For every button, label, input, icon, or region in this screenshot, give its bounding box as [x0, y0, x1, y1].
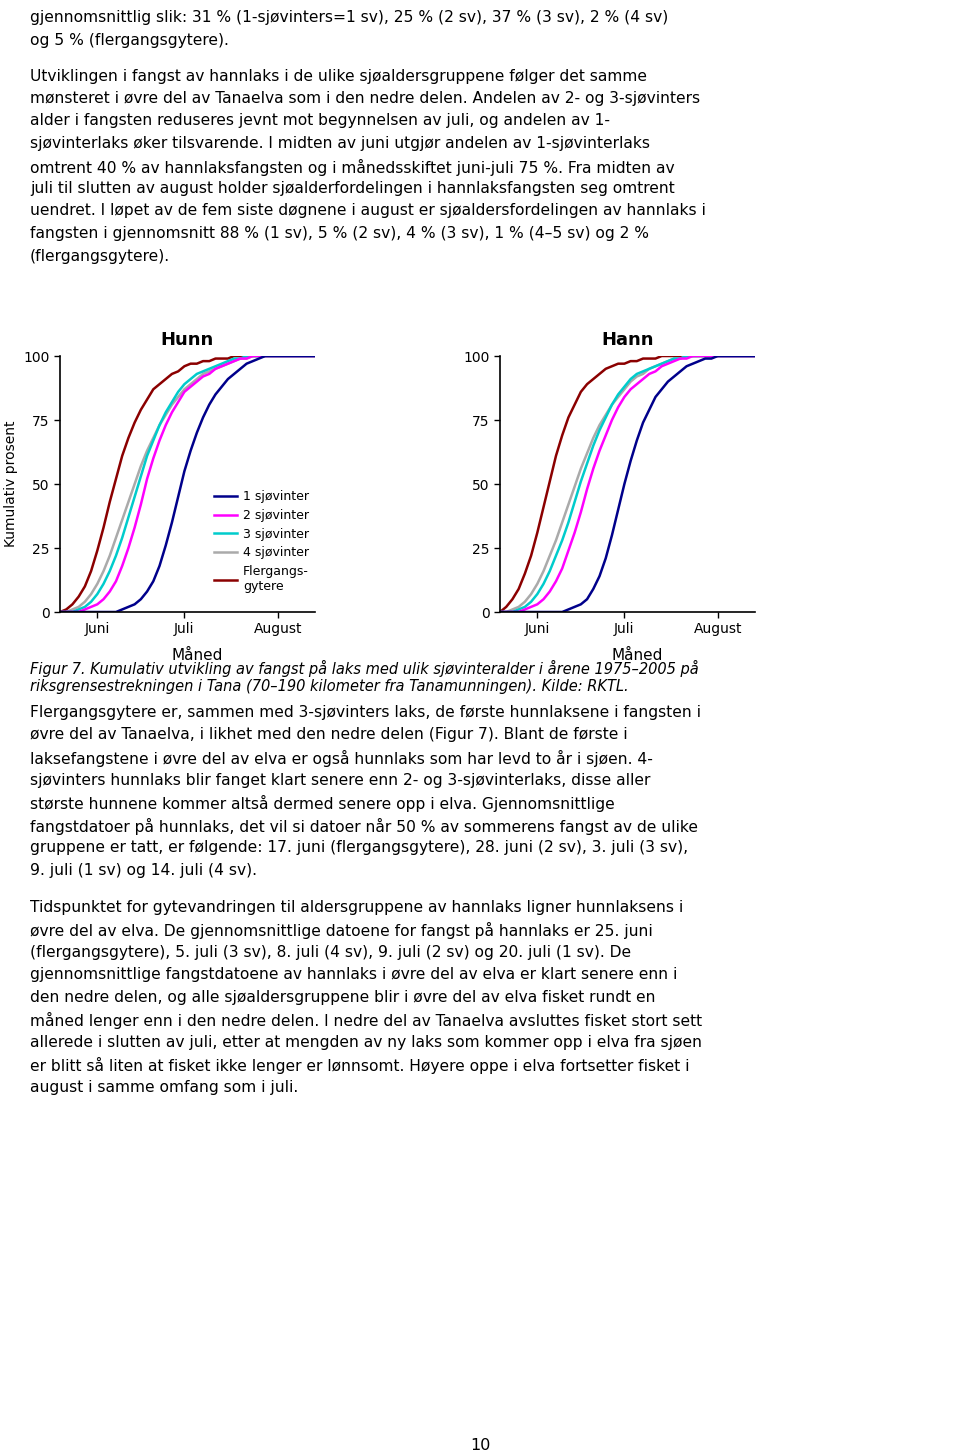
- Text: gjennomsnittlige fangstdatoene av hannlaks i øvre del av elva er klart senere en: gjennomsnittlige fangstdatoene av hannla…: [30, 968, 678, 982]
- Text: riksgrensestrekningen i Tana (70–190 kilometer fra Tanamunningen). Kilde: RKTL.: riksgrensestrekningen i Tana (70–190 kil…: [30, 679, 629, 694]
- Text: (flergangsgytere).: (flergangsgytere).: [30, 248, 170, 264]
- Text: Tidspunktet for gytevandringen til aldersgruppene av hannlaks ligner hunnlaksens: Tidspunktet for gytevandringen til alder…: [30, 900, 684, 914]
- Text: og 5 % (flergangsgytere).: og 5 % (flergangsgytere).: [30, 32, 228, 48]
- Text: allerede i slutten av juli, etter at mengden av ny laks som kommer opp i elva fr: allerede i slutten av juli, etter at men…: [30, 1035, 702, 1049]
- Text: juli til slutten av august holder sjøalderfordelingen i hannlaksfangsten seg omt: juli til slutten av august holder sjøald…: [30, 181, 675, 196]
- Text: er blitt så liten at fisket ikke lenger er lønnsomt. Høyere oppe i elva fortsett: er blitt så liten at fisket ikke lenger …: [30, 1058, 689, 1074]
- Text: Utviklingen i fangst av hannlaks i de ulike sjøaldersgruppene følger det samme: Utviklingen i fangst av hannlaks i de ul…: [30, 68, 647, 84]
- Text: laksefangstene i øvre del av elva er også hunnlaks som har levd to år i sjøen. 4: laksefangstene i øvre del av elva er ogs…: [30, 750, 653, 768]
- Title: Hunn: Hunn: [161, 331, 214, 348]
- Title: Hann: Hann: [601, 331, 654, 348]
- Text: omtrent 40 % av hannlaksfangsten og i månedsskiftet juni-juli 75 %. Fra midten a: omtrent 40 % av hannlaksfangsten og i må…: [30, 158, 675, 176]
- Text: august i samme omfang som i juli.: august i samme omfang som i juli.: [30, 1080, 299, 1094]
- Text: sjøvinters hunnlaks blir fanget klart senere enn 2- og 3-sjøvinterlaks, disse al: sjøvinters hunnlaks blir fanget klart se…: [30, 772, 650, 788]
- Text: største hunnene kommer altså dermed senere opp i elva. Gjennomsnittlige: største hunnene kommer altså dermed sene…: [30, 795, 614, 813]
- Text: 10: 10: [469, 1438, 491, 1451]
- Text: Flergangsgytere er, sammen med 3-sjøvinters laks, de første hunnlaksene i fangst: Flergangsgytere er, sammen med 3-sjøvint…: [30, 705, 701, 720]
- Y-axis label: Kumulativ prosent: Kumulativ prosent: [4, 421, 17, 547]
- Text: fangsten i gjennomsnitt 88 % (1 sv), 5 % (2 sv), 4 % (3 sv), 1 % (4–5 sv) og 2 %: fangsten i gjennomsnitt 88 % (1 sv), 5 %…: [30, 226, 649, 241]
- Text: fangstdatoer på hunnlaks, det vil si datoer når 50 % av sommerens fangst av de u: fangstdatoer på hunnlaks, det vil si dat…: [30, 817, 698, 834]
- Text: måned lenger enn i den nedre delen. I nedre del av Tanaelva avsluttes fisket sto: måned lenger enn i den nedre delen. I ne…: [30, 1013, 702, 1029]
- Text: sjøvinterlaks øker tilsvarende. I midten av juni utgjør andelen av 1-sjøvinterla: sjøvinterlaks øker tilsvarende. I midten…: [30, 136, 650, 151]
- Text: Måned: Måned: [612, 649, 663, 663]
- Text: (flergangsgytere), 5. juli (3 sv), 8. juli (4 sv), 9. juli (2 sv) og 20. juli (1: (flergangsgytere), 5. juli (3 sv), 8. ju…: [30, 945, 631, 959]
- Text: Figur 7. Kumulativ utvikling av fangst på laks med ulik sjøvinteralder i årene 1: Figur 7. Kumulativ utvikling av fangst p…: [30, 660, 699, 678]
- Text: alder i fangsten reduseres jevnt mot begynnelsen av juli, og andelen av 1-: alder i fangsten reduseres jevnt mot beg…: [30, 113, 610, 129]
- Text: 9. juli (1 sv) og 14. juli (4 sv).: 9. juli (1 sv) og 14. juli (4 sv).: [30, 862, 257, 878]
- Text: øvre del av elva. De gjennomsnittlige datoene for fangst på hannlaks er 25. juni: øvre del av elva. De gjennomsnittlige da…: [30, 923, 653, 939]
- Text: uendret. I løpet av de fem siste døgnene i august er sjøaldersfordelingen av han: uendret. I løpet av de fem siste døgnene…: [30, 203, 706, 219]
- Text: øvre del av Tanaelva, i likhet med den nedre delen (Figur 7). Blant de første i: øvre del av Tanaelva, i likhet med den n…: [30, 727, 628, 743]
- Text: gjennomsnittlig slik: 31 % (1-sjøvinters=1 sv), 25 % (2 sv), 37 % (3 sv), 2 % (4: gjennomsnittlig slik: 31 % (1-sjøvinters…: [30, 10, 668, 25]
- Text: gruppene er tatt, er følgende: 17. juni (flergangsgytere), 28. juni (2 sv), 3. j: gruppene er tatt, er følgende: 17. juni …: [30, 840, 688, 855]
- Text: mønsteret i øvre del av Tanaelva som i den nedre delen. Andelen av 2- og 3-sjøvi: mønsteret i øvre del av Tanaelva som i d…: [30, 91, 700, 106]
- Text: Måned: Måned: [172, 649, 223, 663]
- Text: den nedre delen, og alle sjøaldersgruppene blir i øvre del av elva fisket rundt : den nedre delen, og alle sjøaldersgruppe…: [30, 990, 656, 1004]
- Legend: 1 sjøvinter, 2 sjøvinter, 3 sjøvinter, 4 sjøvinter, Flergangs-
gytere: 1 sjøvinter, 2 sjøvinter, 3 sjøvinter, 4…: [214, 490, 309, 593]
